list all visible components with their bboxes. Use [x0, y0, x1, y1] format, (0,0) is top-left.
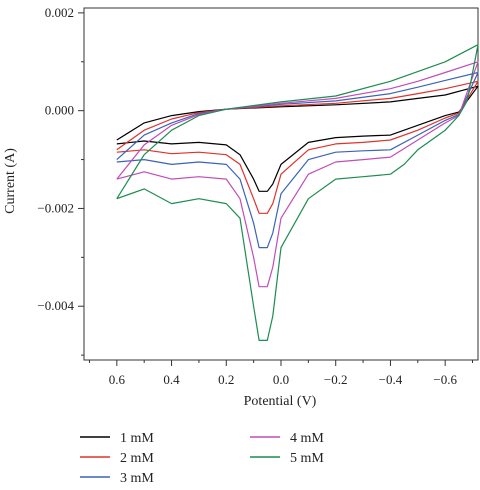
plot-frame: [83, 7, 479, 361]
series-line-2: [116, 80, 479, 214]
legend: 1 mM 2 mM 3 mM 4 mM 5 mM: [80, 431, 324, 486]
legend-label: 4 mM: [290, 431, 324, 446]
plot-area: [83, 7, 479, 361]
series-line-1: [116, 85, 479, 192]
y-axis-title: Current (A): [3, 148, 18, 214]
series-line-3: [116, 71, 479, 249]
series-line-5: [116, 44, 479, 341]
y-tick-label: −0.004: [37, 298, 74, 313]
x-tick-label: 0.4: [163, 372, 180, 387]
y-tick-label: 0.002: [45, 5, 74, 20]
x-tick-label: −0.4: [379, 372, 403, 387]
legend-label: 2 mM: [120, 451, 154, 466]
x-tick-label: 0.0: [273, 372, 289, 387]
series-line-4: [116, 61, 479, 288]
x-axis: 0.6 0.4 0.2 0.0 −0.2 −0.4 −0.6: [88, 360, 474, 387]
x-tick-label: −0.6: [433, 372, 457, 387]
y-tick-label: 0.000: [45, 103, 74, 118]
legend-label: 5 mM: [290, 451, 324, 466]
x-tick-label: 0.6: [109, 372, 126, 387]
x-axis-title: Potential (V): [244, 394, 317, 409]
legend-label: 1 mM: [120, 431, 154, 446]
legend-label: 3 mM: [120, 471, 154, 486]
y-tick-label: −0.002: [37, 200, 74, 215]
x-tick-label: −0.2: [324, 372, 348, 387]
x-tick-label: 0.2: [218, 372, 234, 387]
y-axis: 0.002 0.000 −0.002 −0.004: [37, 5, 84, 356]
